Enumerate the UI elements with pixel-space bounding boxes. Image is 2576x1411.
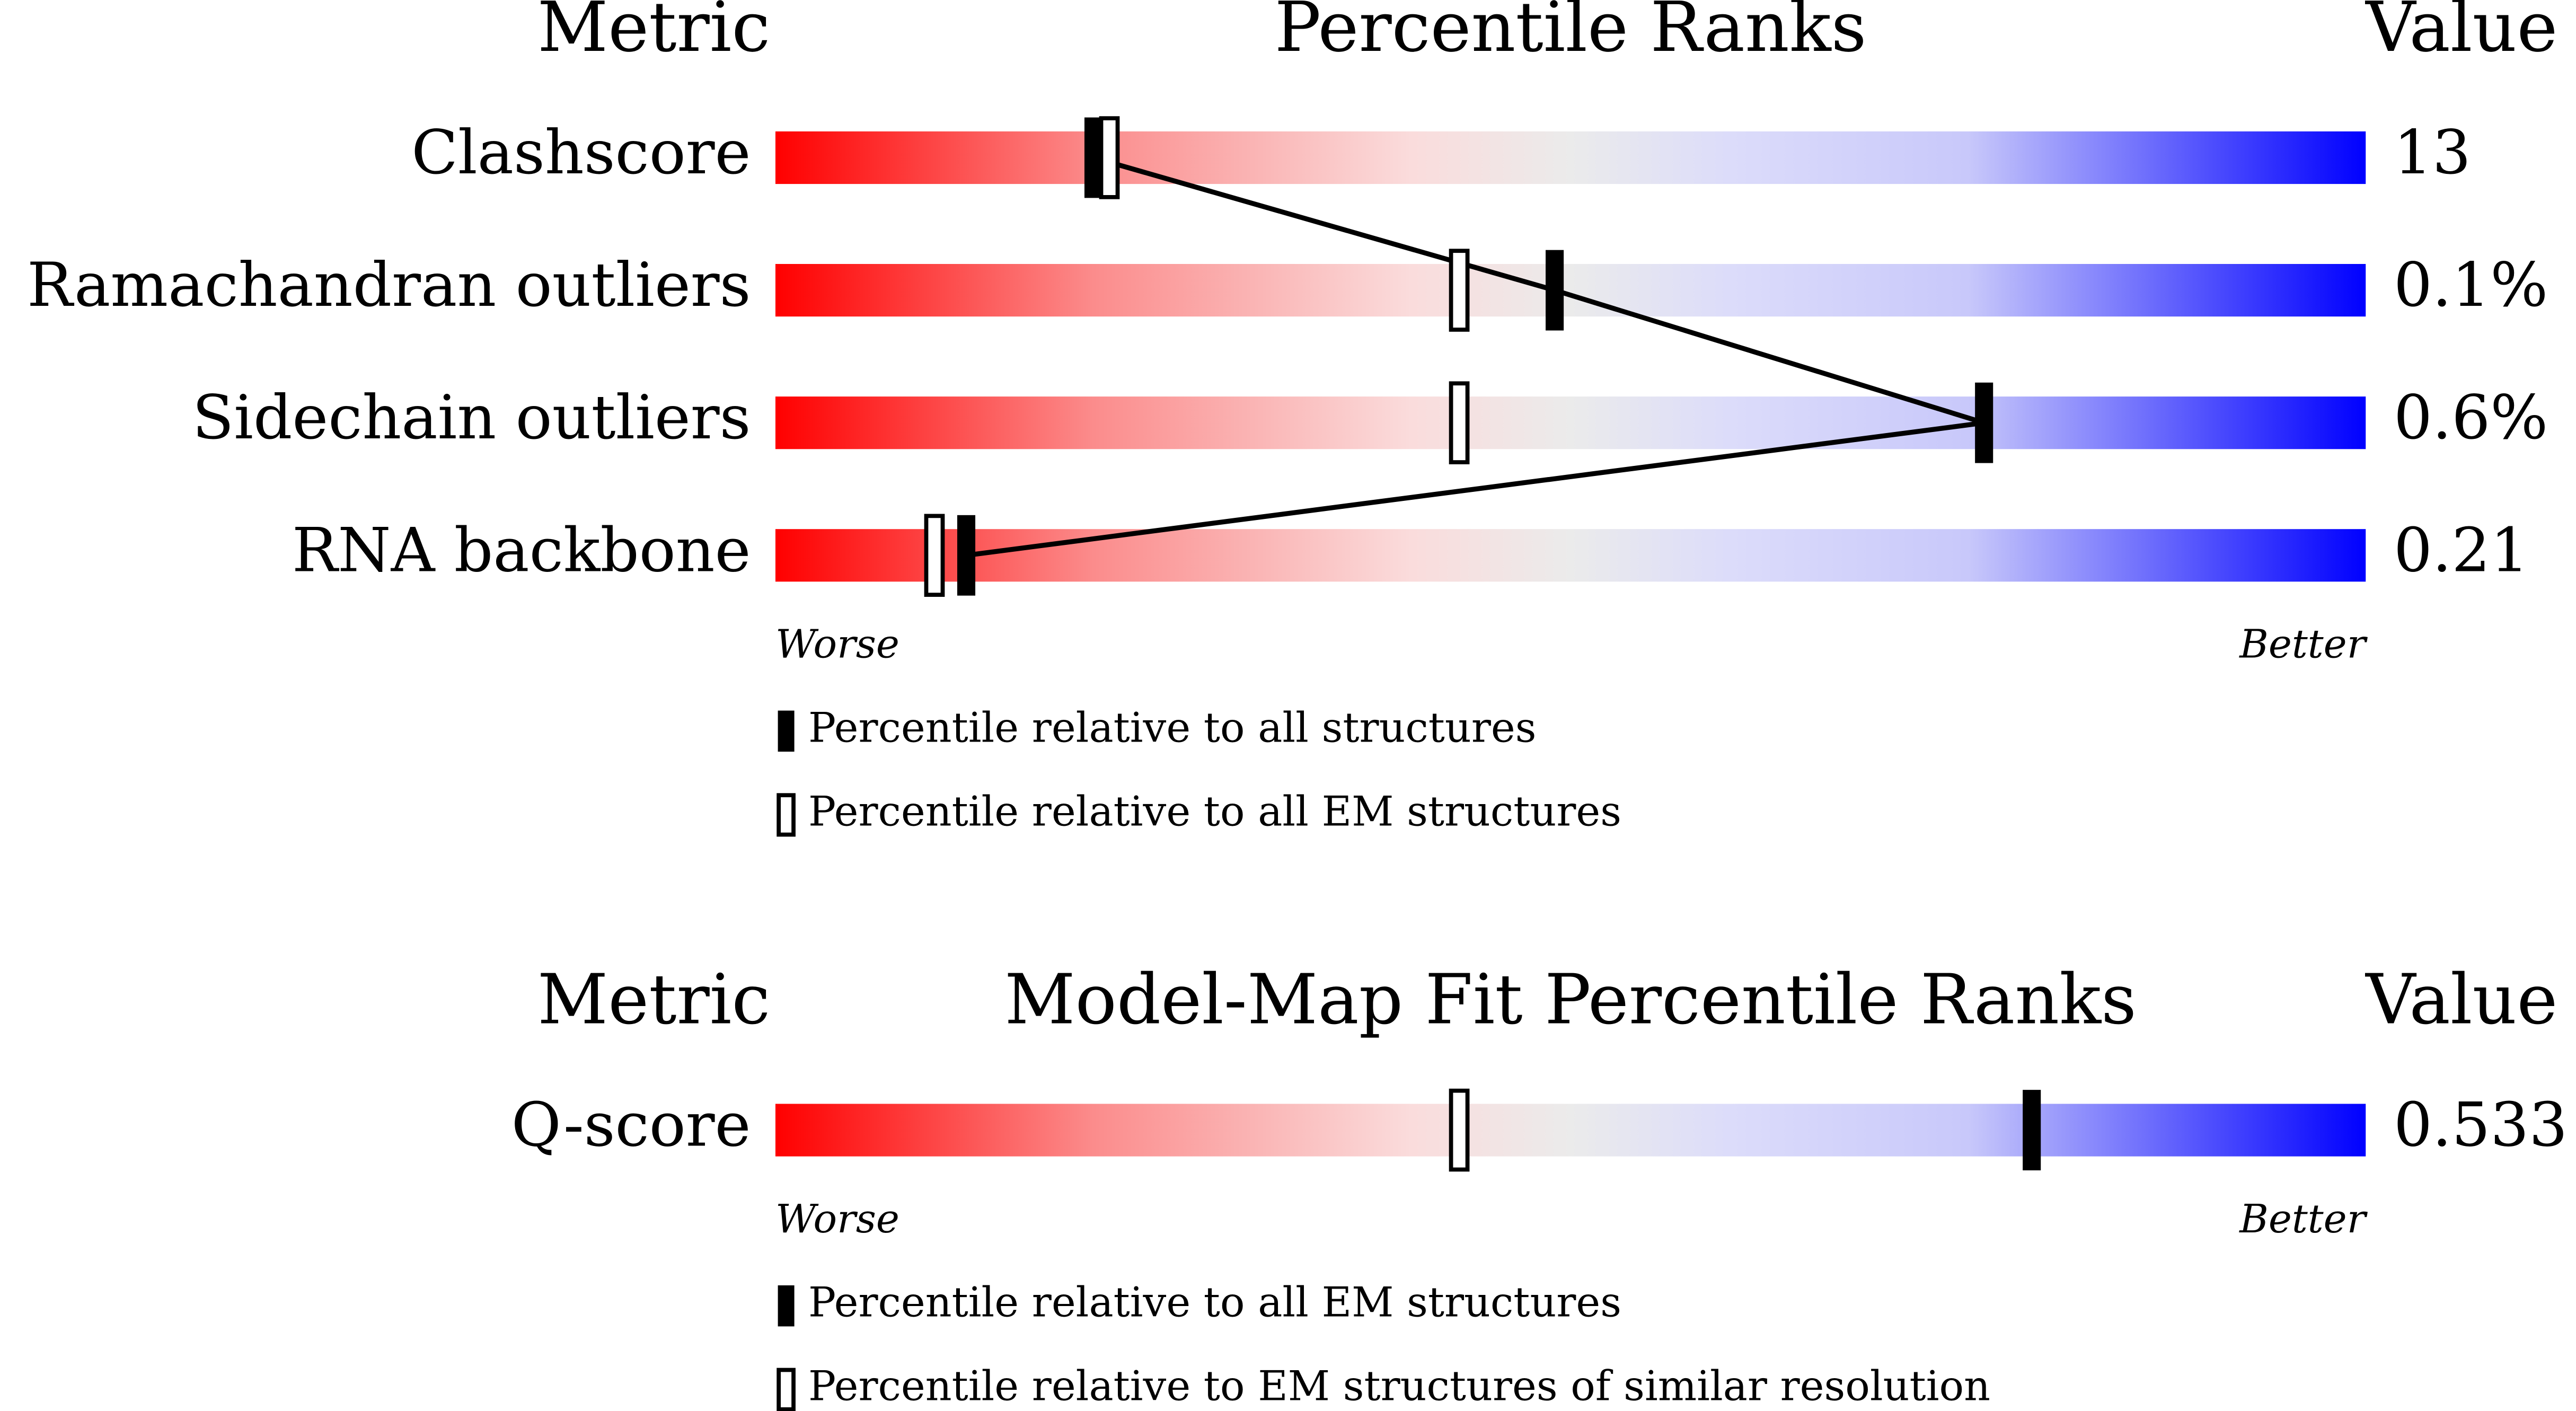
metric-value: 0.6%	[2394, 383, 2548, 453]
legend-label: Percentile relative to all EM structures	[808, 788, 1621, 835]
better-label: Better	[2238, 621, 2368, 667]
legend-icon	[778, 1285, 795, 1327]
better-label: Better	[2238, 1196, 2368, 1242]
metric-label: RNA backbone	[292, 515, 751, 586]
percentile-bar	[775, 131, 2366, 184]
chart-title: Model-Map Fit Percentile Ranks	[1004, 959, 2137, 1040]
marker-hollow	[1449, 381, 1470, 464]
metric-value: 0.21	[2394, 515, 2529, 586]
legend-icon	[778, 710, 795, 752]
metric-value: 0.1%	[2394, 250, 2548, 321]
percentile-bar	[775, 396, 2366, 449]
marker-filled	[1084, 117, 1103, 198]
metric-label: Clashscore	[411, 118, 751, 188]
worse-label: Worse	[775, 1196, 899, 1242]
metric-label: Sidechain outliers	[192, 383, 751, 453]
connector-line	[966, 155, 1985, 558]
header-value: Value	[2365, 959, 2557, 1040]
legend-label: Percentile relative to all structures	[808, 704, 1537, 752]
marker-hollow	[924, 514, 945, 597]
metric-value: 13	[2394, 118, 2471, 188]
marker-filled	[2023, 1090, 2041, 1171]
legend-icon	[777, 793, 796, 837]
marker-filled	[1546, 250, 1564, 331]
percentile-bar	[775, 1104, 2366, 1157]
marker-filled	[1975, 382, 1993, 463]
legend-icon	[777, 1368, 796, 1411]
marker-hollow	[1449, 249, 1470, 332]
metric-label: Q-score	[511, 1090, 751, 1161]
chart-title: Percentile Ranks	[1275, 0, 1867, 67]
header-metric: Metric	[537, 959, 770, 1040]
header-value: Value	[2365, 0, 2557, 67]
percentile-bar	[775, 529, 2366, 582]
legend-label: Percentile relative to EM structures of …	[808, 1363, 1990, 1410]
worse-label: Worse	[775, 621, 899, 667]
metric-value: 0.533	[2394, 1090, 2568, 1161]
marker-hollow	[1099, 116, 1120, 199]
marker-hollow	[1449, 1088, 1470, 1172]
header-metric: Metric	[537, 0, 770, 67]
percentile-bar	[775, 264, 2366, 317]
legend-label: Percentile relative to all EM structures	[808, 1279, 1621, 1327]
marker-filled	[957, 515, 976, 596]
metric-label: Ramachandran outliers	[27, 250, 751, 321]
